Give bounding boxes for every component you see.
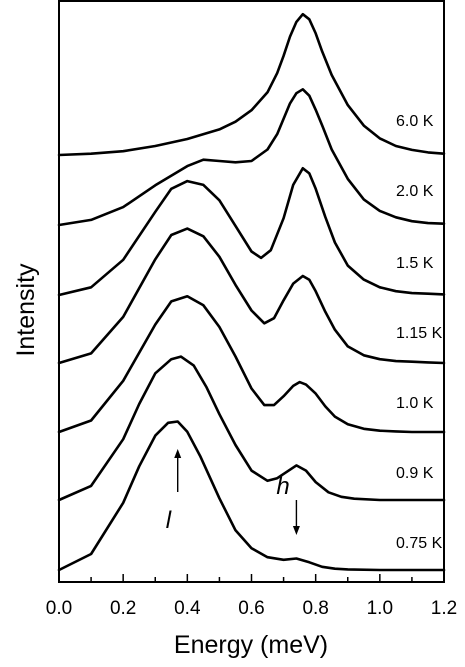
x-tick-label: 0.8 <box>302 598 328 619</box>
annotation-l: l <box>166 449 182 534</box>
x-axis-label: Energy (meV) <box>174 631 328 659</box>
x-axis-ticks: 0.0 0.2 0.4 0.6 0.8 1.0 1.2 <box>46 574 457 619</box>
annotation-h: h <box>276 473 300 535</box>
curve-2-0-K <box>57 88 446 227</box>
x-tick-label: 1.2 <box>431 598 457 619</box>
curve-6-0-K <box>57 12 446 157</box>
annotation-label: l <box>166 507 172 534</box>
temp-label: 0.9 K <box>396 465 434 482</box>
annotation-arrow-head <box>292 526 300 535</box>
temp-label: 1.0 K <box>396 395 434 412</box>
x-tick-label: 0.6 <box>238 598 264 619</box>
temp-label: 2.0 K <box>396 183 434 200</box>
x-tick-label: 0.0 <box>46 598 72 619</box>
annotation-label: h <box>276 473 289 500</box>
x-tick-label: 0.4 <box>174 598 201 619</box>
temp-label: 6.0 K <box>396 113 434 130</box>
temp-label: 0.75 K <box>396 535 443 552</box>
y-axis-label: Intensity <box>12 263 40 357</box>
x-tick-label: 0.2 <box>110 598 136 619</box>
curve-1-5-K <box>57 167 446 297</box>
curve-0-9-K <box>57 355 446 502</box>
curves-group <box>57 12 446 572</box>
curve-0-75-K <box>57 420 446 572</box>
temperature-labels: 6.0 K 2.0 K 1.5 K 1.15 K 1.0 K 0.9 K 0.75 K <box>396 113 443 552</box>
annotation-arrow-head <box>174 449 182 458</box>
plot-frame <box>58 0 445 583</box>
curve-1-15-K <box>57 227 446 365</box>
temp-label: 1.5 K <box>396 255 434 272</box>
temp-label: 1.15 K <box>396 325 443 342</box>
curve-1-0-K <box>57 295 446 434</box>
annotations: lh <box>166 449 300 535</box>
x-tick-label: 1.0 <box>367 598 393 619</box>
